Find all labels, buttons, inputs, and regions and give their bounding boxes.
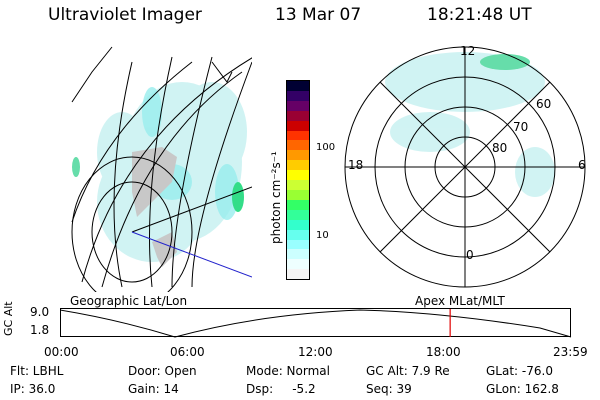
orbit-timeline: [60, 308, 572, 338]
colorbar-segment: [287, 259, 309, 270]
mlat-label-80: 80: [492, 141, 508, 155]
timeline-ymin: 1.8: [30, 323, 50, 337]
seq-value: Seq: 39: [366, 382, 412, 396]
colorbar-segment: [287, 170, 309, 181]
mlt-label-0: 0: [466, 248, 474, 262]
polar-plot: [344, 46, 586, 288]
colorbar-segment: [287, 150, 309, 161]
colorbar-segment: [287, 160, 309, 171]
time-tick-1800: 18:00: [426, 345, 461, 359]
mode-value: Mode: Normal: [246, 364, 330, 378]
gc-alt-value: GC Alt: 7.9 Re: [366, 364, 450, 378]
glon-value: GLon: 162.8: [486, 382, 559, 396]
colorbar-segment: [287, 110, 309, 121]
colorbar-segment: [287, 209, 309, 220]
colorbar-segment: [287, 199, 309, 210]
colorbar-tick-10: 10: [316, 230, 329, 241]
colorbar-segment: [287, 229, 309, 240]
mlt-label-12: 12: [460, 44, 476, 58]
geographic-panel-label: Geographic Lat/Lon: [70, 294, 188, 308]
geographic-map: [71, 46, 252, 292]
status-panel: Flt: LBHL Door: Open Mode: Normal GC Alt…: [0, 364, 600, 400]
time-tick-0000: 00:00: [44, 345, 79, 359]
dsp-value: Dsp: -5.2: [246, 382, 316, 396]
time-tick-2359: 23:59: [553, 345, 588, 359]
colorbar: [286, 80, 310, 280]
colorbar-segment: [287, 81, 309, 91]
colorbar-segment: [287, 219, 309, 230]
colorbar-segment: [287, 130, 309, 141]
colorbar-tick-100: 100: [316, 142, 336, 153]
mlt-label-18: 18: [348, 158, 364, 172]
colorbar-unit-label: photon cm⁻²s⁻¹: [269, 151, 283, 244]
gain-value: Gain: 14: [128, 382, 179, 396]
mlat-label-60: 60: [536, 97, 552, 111]
mlt-label-6: 6: [578, 158, 586, 172]
time-label: 18:21:48 UT: [427, 5, 532, 25]
colorbar-segment: [287, 140, 309, 151]
glat-value: GLat: -76.0: [486, 364, 553, 378]
colorbar-segment: [287, 90, 309, 101]
colorbar-segment: [287, 239, 309, 250]
colorbar-segment: [287, 189, 309, 200]
time-tick-1200: 12:00: [298, 345, 333, 359]
instrument-title: Ultraviolet Imager: [48, 5, 202, 25]
colorbar-segment: [287, 180, 309, 190]
time-tick-0600: 06:00: [170, 345, 205, 359]
date-label: 13 Mar 07: [275, 5, 362, 25]
mlat-label-70: 70: [513, 120, 529, 134]
apex-panel-label: Apex MLat/MLT: [415, 294, 505, 308]
filter-value: Flt: LBHL: [10, 364, 64, 378]
colorbar-segment: [287, 269, 309, 279]
colorbar-segment: [287, 249, 309, 260]
colorbar-segment: [287, 120, 309, 131]
timeline-ylabel: GC Alt: [2, 301, 15, 336]
timeline-ymax: 9.0: [30, 305, 50, 319]
colorbar-segment: [287, 100, 309, 111]
ip-value: IP: 36.0: [10, 382, 56, 396]
door-value: Door: Open: [128, 364, 197, 378]
